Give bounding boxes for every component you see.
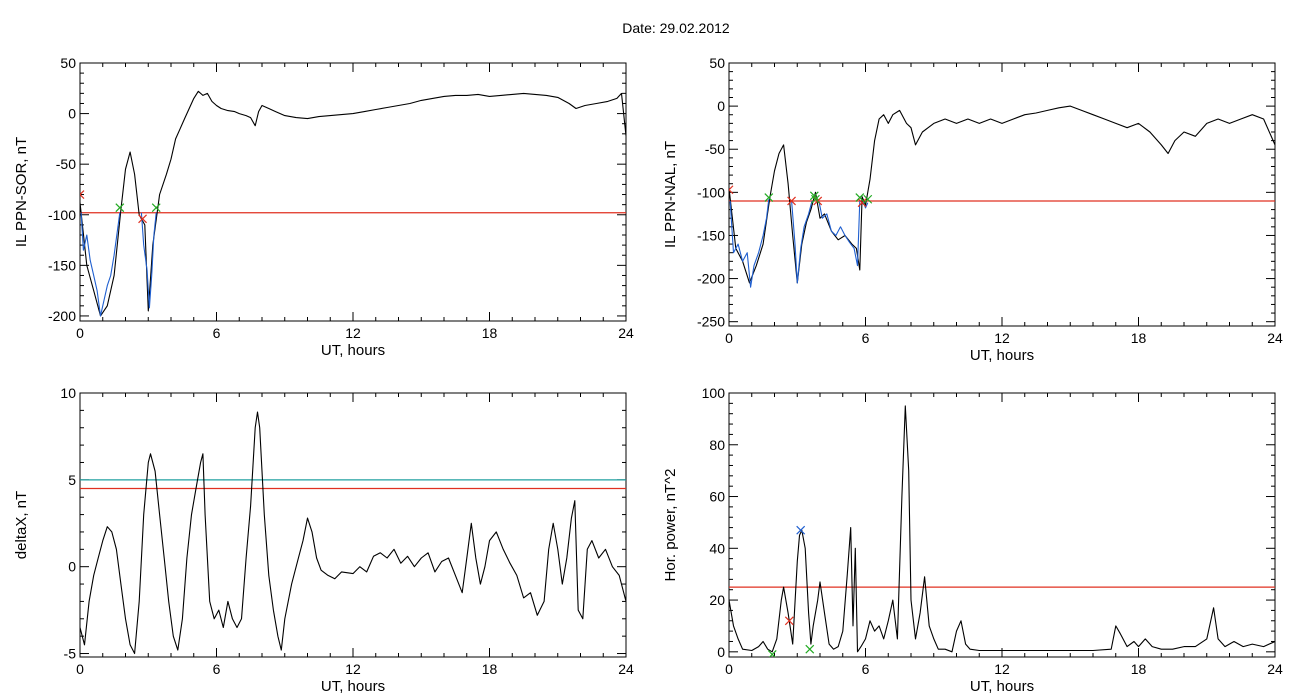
x-tick-label: 18 [1131,661,1147,677]
data-marker [857,198,867,208]
series-line [791,200,813,284]
x-tick-label: 18 [1131,330,1147,346]
y-tick-label: 0 [717,644,725,660]
series-line [729,405,1275,653]
data-marker [151,203,161,213]
series-line [140,212,157,309]
series-line [80,212,121,317]
plot-area [729,105,1275,288]
x-axis-label: UT, hours [970,678,1034,695]
data-marker [764,193,774,202]
x-axis-label: UT, hours [321,678,385,695]
y-tick-label: 0 [68,559,76,575]
y-tick-label: 40 [709,540,725,556]
y-tick-label: -100 [48,207,76,223]
data-marker [729,185,734,195]
series-line [729,105,1275,284]
plot-area [729,405,1275,657]
data-marker [138,214,147,224]
x-tick-label: 0 [76,661,84,677]
y-tick-label: -150 [697,227,725,243]
x-tick-label: 18 [482,325,498,341]
series-line [729,199,770,288]
y-tick-label: 60 [709,489,725,505]
y-tick-label: -150 [48,257,76,273]
plot-frame [728,62,1276,327]
chart-panel-p1: 0 6 12 18 24 50 0 -50 -100 -150 -200 UT, hours IL PP… [13,55,634,359]
series-line [818,200,861,267]
chart-panel-p2: 0 6 12 18 24 50 0 -50 -100 -150 -200 -250 UT, hours I… [662,55,1283,364]
x-tick-label: 24 [1267,661,1283,677]
y-tick-label: 10 [60,385,76,401]
series-line [80,411,626,655]
x-axis-label: UT, hours [970,347,1034,364]
x-tick-label: 6 [862,661,870,677]
y-tick-label: -100 [697,184,725,200]
x-tick-label: 24 [618,325,634,341]
plot-area [80,90,626,317]
y-axis-label: Hor. power, nT^2 [662,469,679,582]
x-tick-label: 24 [1267,330,1283,346]
data-marker [855,193,865,202]
data-marker [115,203,125,213]
y-tick-label: -200 [48,308,76,324]
y-tick-label: -250 [697,314,725,330]
plot-frame [728,392,1276,658]
series-line [80,90,626,317]
x-tick-label: 18 [482,661,498,677]
data-marker [80,190,85,199]
data-marker [787,196,796,206]
x-tick-label: 12 [345,325,361,341]
y-tick-label: -50 [705,141,725,157]
y-tick-label: 0 [717,98,725,114]
chart-panel-p4: 0 6 12 18 24 100 80 60 40 20 0 UT, hours Hor. power,… [662,385,1283,695]
y-axis-label: IL PPN-NAL, nT [662,141,679,248]
x-tick-label: 6 [213,325,221,341]
plot-area [80,411,626,655]
x-tick-label: 6 [213,661,221,677]
x-tick-label: 0 [725,330,733,346]
y-tick-label: 5 [68,472,76,488]
y-tick-label: 50 [60,55,76,71]
data-marker [796,525,806,535]
data-marker [811,194,820,204]
data-marker [805,644,815,654]
y-tick-label: 100 [702,385,726,401]
y-tick-label: 20 [709,592,725,608]
y-tick-label: 80 [709,437,725,453]
data-marker [767,649,777,657]
y-tick-label: 0 [68,106,76,122]
x-tick-label: 24 [618,661,634,677]
x-tick-label: 12 [345,661,361,677]
y-tick-label: -200 [697,271,725,287]
plot-frame [79,392,627,658]
y-tick-label: 50 [709,55,725,71]
x-tick-label: 12 [994,330,1010,346]
y-tick-label: -5 [64,646,77,662]
y-tick-label: -50 [56,156,76,172]
x-tick-label: 0 [725,661,733,677]
data-marker [863,194,873,204]
x-tick-label: 6 [862,330,870,346]
x-tick-label: 0 [76,325,84,341]
y-axis-label: IL PPN-SOR, nT [13,137,30,247]
plot-frame [79,62,627,322]
x-axis-label: UT, hours [321,342,385,359]
x-tick-label: 12 [994,661,1010,677]
page-title: Date: 29.02.2012 [622,20,730,36]
y-axis-label: deltaX, nT [13,491,30,559]
data-marker [784,616,794,626]
